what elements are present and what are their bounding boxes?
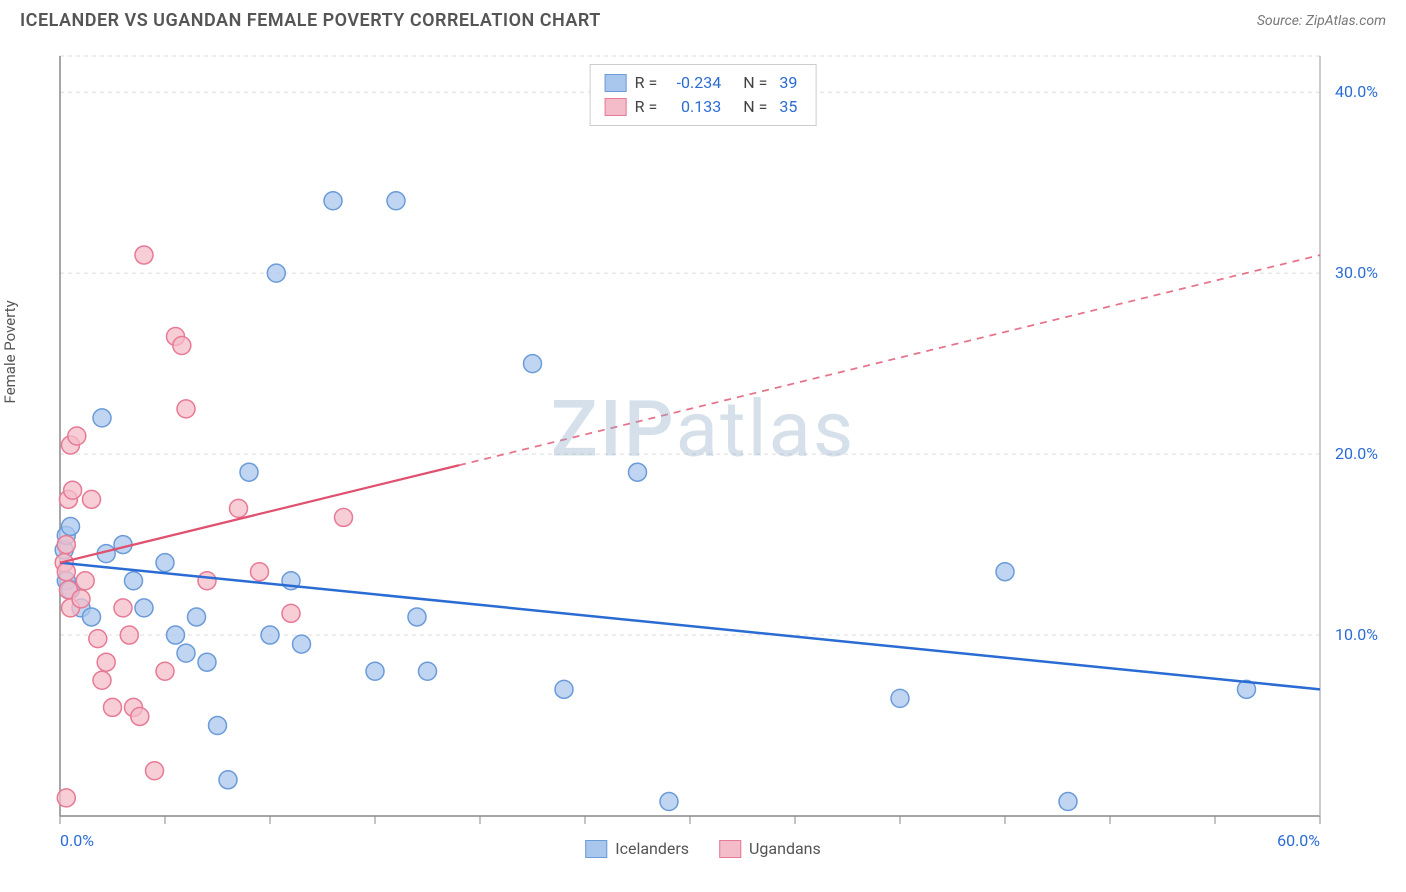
n-value: 35	[775, 95, 801, 119]
svg-text:30.0%: 30.0%	[1335, 263, 1378, 282]
correlation-legend: R = -0.234 N = 39 R = 0.133 N = 35	[590, 64, 817, 126]
scatter-plot: 0.0% 60.0% 10.0% 20.0% 30.0% 40.0%	[20, 36, 1386, 856]
chart-container: Female Poverty 0.0%60.0%10.0%20.0%30.0%4…	[20, 36, 1386, 856]
svg-text:40.0%: 40.0%	[1335, 82, 1378, 101]
n-value: 39	[775, 71, 801, 95]
legend-swatch	[719, 840, 741, 858]
y-axis-label: Female Poverty	[1, 300, 19, 403]
series-name: Icelanders	[615, 839, 689, 858]
svg-text:20.0%: 20.0%	[1335, 444, 1378, 463]
r-value: 0.133	[665, 95, 725, 119]
n-label: N =	[743, 71, 767, 95]
legend-swatch	[585, 840, 607, 858]
series-legend: Icelanders Ugandans	[585, 839, 821, 858]
r-label: R =	[635, 71, 658, 95]
source-label: Source:	[1257, 13, 1302, 29]
series-legend-item: Icelanders	[585, 839, 689, 858]
r-value: -0.234	[665, 71, 725, 95]
svg-text:60.0%: 60.0%	[1277, 831, 1320, 850]
svg-text:10.0%: 10.0%	[1335, 625, 1378, 644]
r-label: R =	[635, 95, 658, 119]
source-name: ZipAtlas.com	[1306, 13, 1386, 29]
chart-title: ICELANDER VS UGANDAN FEMALE POVERTY CORR…	[20, 10, 601, 31]
n-label: N =	[743, 95, 767, 119]
legend-swatch	[605, 98, 627, 116]
series-name: Ugandans	[749, 839, 821, 858]
legend-row: R = -0.234 N = 39	[605, 71, 802, 95]
legend-row: R = 0.133 N = 35	[605, 95, 802, 119]
svg-text:0.0%: 0.0%	[60, 831, 94, 850]
legend-swatch	[605, 74, 627, 92]
source-attribution: Source: ZipAtlas.com	[1257, 13, 1386, 29]
series-legend-item: Ugandans	[719, 839, 821, 858]
chart-header: ICELANDER VS UGANDAN FEMALE POVERTY CORR…	[20, 10, 1386, 36]
